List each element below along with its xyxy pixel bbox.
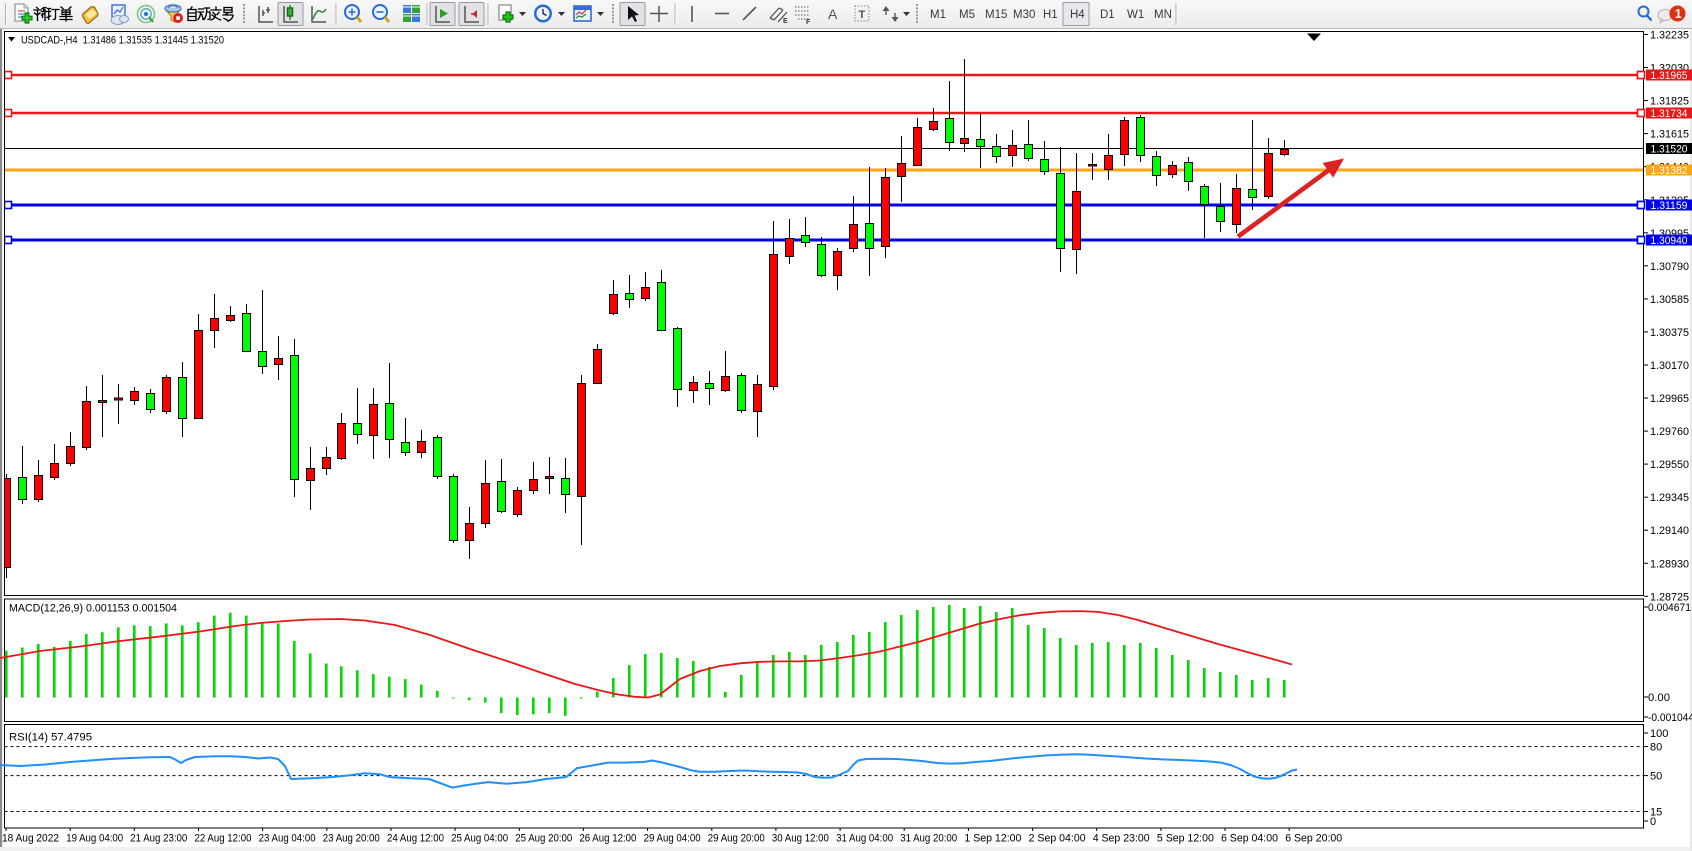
svg-text:1.29965: 1.29965 — [1650, 393, 1689, 405]
svg-text:25 Aug 20:00: 25 Aug 20:00 — [515, 833, 572, 845]
svg-text:18 Aug 2022: 18 Aug 2022 — [2, 833, 59, 845]
svg-text:USDCAD-,H4 1.31486 1.31535 1.: USDCAD-,H4 1.31486 1.31535 1.31445 1.315… — [21, 35, 224, 47]
svg-text:5 Sep 12:00: 5 Sep 12:00 — [1157, 833, 1214, 845]
svg-text:31 Aug 20:00: 31 Aug 20:00 — [900, 833, 957, 845]
svg-text:1.31825: 1.31825 — [1650, 96, 1689, 108]
svg-text:0.004671: 0.004671 — [1648, 602, 1691, 614]
svg-text:100: 100 — [1650, 728, 1668, 740]
svg-text:2 Sep 04:00: 2 Sep 04:00 — [1029, 833, 1086, 845]
svg-text:15: 15 — [1650, 807, 1662, 819]
svg-text:50: 50 — [1650, 771, 1662, 783]
svg-text:1.31520: 1.31520 — [1651, 144, 1688, 156]
svg-text:-0.001044: -0.001044 — [1648, 712, 1692, 724]
svg-text:0: 0 — [1650, 816, 1656, 828]
svg-text:1.31159: 1.31159 — [1651, 200, 1688, 212]
svg-text:22 Aug 12:00: 22 Aug 12:00 — [195, 833, 252, 845]
svg-text:80: 80 — [1650, 742, 1662, 754]
svg-text:1.28930: 1.28930 — [1650, 558, 1689, 570]
svg-text:1.29760: 1.29760 — [1650, 426, 1689, 438]
svg-text:1.30375: 1.30375 — [1650, 327, 1689, 339]
svg-text:6 Sep 04:00: 6 Sep 04:00 — [1221, 833, 1278, 845]
svg-text:H4: H4 — [1070, 9, 1085, 21]
svg-text:0.00: 0.00 — [1648, 692, 1670, 704]
svg-text:1: 1 — [1675, 7, 1682, 21]
svg-text:1.28725: 1.28725 — [1650, 591, 1689, 603]
svg-text:1.30170: 1.30170 — [1650, 360, 1689, 372]
svg-text:1.31734: 1.31734 — [1651, 108, 1688, 120]
svg-text:T: T — [859, 9, 866, 21]
svg-text:24 Aug 12:00: 24 Aug 12:00 — [387, 833, 444, 845]
svg-text:M30: M30 — [1013, 9, 1035, 21]
svg-text:23 Aug 20:00: 23 Aug 20:00 — [323, 833, 380, 845]
svg-text:31 Aug 04:00: 31 Aug 04:00 — [836, 833, 893, 845]
svg-text:H1: H1 — [1043, 9, 1058, 21]
svg-text:E: E — [783, 18, 788, 25]
svg-text:MN: MN — [1154, 9, 1172, 21]
svg-text:23 Aug 04:00: 23 Aug 04:00 — [259, 833, 316, 845]
svg-text:19 Aug 04:00: 19 Aug 04:00 — [66, 833, 123, 845]
svg-text:1.30790: 1.30790 — [1650, 261, 1689, 273]
svg-text:M5: M5 — [959, 9, 975, 21]
svg-text:26 Aug 12:00: 26 Aug 12:00 — [579, 833, 636, 845]
svg-text:25 Aug 04:00: 25 Aug 04:00 — [451, 833, 508, 845]
svg-text:MACD(12,26,9) 0.001153 0.00150: MACD(12,26,9) 0.001153 0.001504 — [9, 603, 177, 615]
svg-text:W1: W1 — [1127, 9, 1144, 21]
svg-text:M1: M1 — [930, 9, 946, 21]
svg-text:1.29345: 1.29345 — [1650, 492, 1689, 504]
svg-text:1.31965: 1.31965 — [1651, 70, 1688, 82]
svg-text:1.29550: 1.29550 — [1650, 459, 1689, 471]
svg-text:29 Aug 04:00: 29 Aug 04:00 — [644, 833, 701, 845]
svg-text:1 Sep 12:00: 1 Sep 12:00 — [964, 833, 1021, 845]
svg-text:A: A — [828, 6, 838, 22]
svg-text:1.30940: 1.30940 — [1651, 235, 1688, 247]
svg-text:1.32235: 1.32235 — [1650, 30, 1689, 42]
svg-text:29 Aug 20:00: 29 Aug 20:00 — [708, 833, 765, 845]
svg-text:F: F — [806, 19, 811, 26]
svg-text:D1: D1 — [1100, 9, 1115, 21]
svg-text:1.29140: 1.29140 — [1650, 525, 1689, 537]
svg-text:4 Sep 23:00: 4 Sep 23:00 — [1093, 833, 1150, 845]
svg-text:6 Sep 20:00: 6 Sep 20:00 — [1285, 833, 1342, 845]
svg-text:30 Aug 12:00: 30 Aug 12:00 — [772, 833, 829, 845]
svg-text:RSI(14) 57.4795: RSI(14) 57.4795 — [9, 732, 92, 744]
svg-text:21 Aug 23:00: 21 Aug 23:00 — [130, 833, 187, 845]
svg-text:M15: M15 — [985, 9, 1007, 21]
svg-text:1.31615: 1.31615 — [1650, 129, 1689, 141]
svg-text:1.31382: 1.31382 — [1651, 165, 1688, 177]
svg-text:1.30585: 1.30585 — [1650, 294, 1689, 306]
